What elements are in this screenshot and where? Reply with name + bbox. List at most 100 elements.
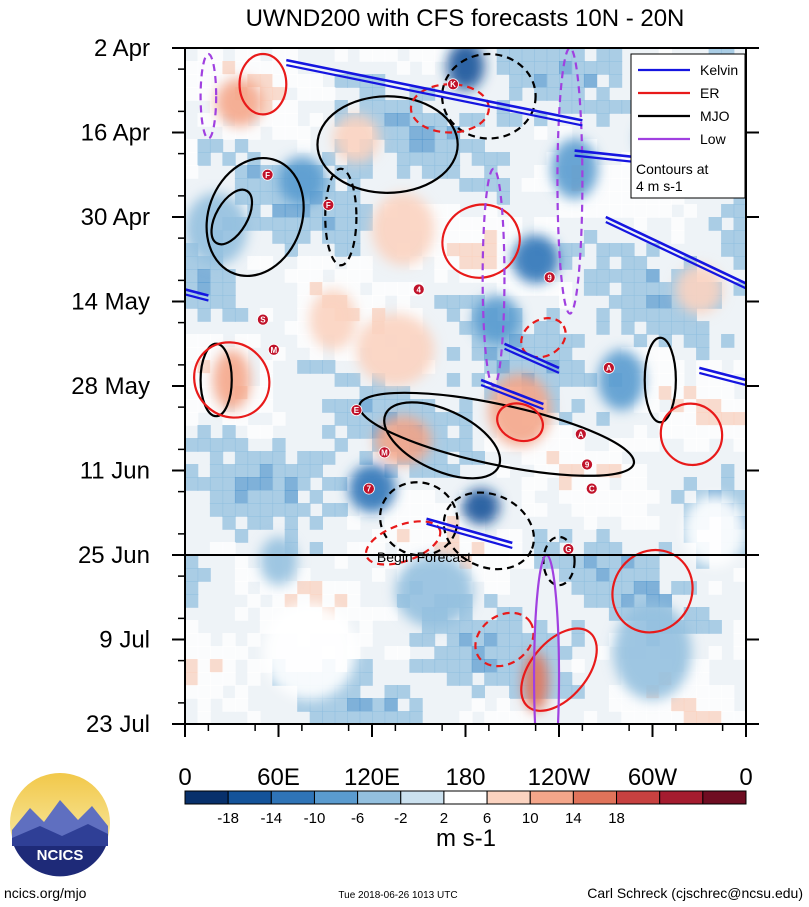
texture-cell [234,607,249,621]
texture-cell [284,581,298,595]
texture-cell [197,360,211,374]
texture-cell [384,711,398,724]
texture-cell [334,503,348,517]
texture-cell [633,282,648,296]
texture-cell [683,672,697,686]
er-contour [364,520,442,566]
texture-cell [571,659,585,673]
storm-marker [362,482,375,495]
texture-cell [671,308,685,322]
texture-cell [621,256,635,270]
texture-cell [596,555,610,569]
texture-cell [372,87,386,101]
texture-cell [459,633,473,647]
mjo-contour [643,336,677,424]
texture-cell [222,295,236,309]
footer-website[interactable]: ncics.org/mjo [4,885,87,901]
texture-cell [297,295,311,309]
texture-cell [546,685,560,699]
texture-cell [247,386,261,400]
texture-cell [334,711,348,724]
texture-cell [309,347,323,361]
texture-cell [571,633,585,647]
x-tick-label: 120E [344,764,400,791]
texture-cell [309,698,323,712]
texture-cell [459,399,473,413]
texture-cell [334,594,348,608]
texture-cell [721,464,735,478]
texture-cell [496,581,510,595]
texture-cell [272,48,286,62]
texture-cell [297,477,311,491]
texture-cell [259,191,274,205]
er-contour [496,402,544,443]
texture-cell [571,373,585,387]
texture-cell [646,295,660,309]
texture-cell [434,269,448,283]
texture-cell [396,61,411,75]
texture-cell [409,529,423,543]
texture-cell [409,542,423,556]
texture-cell [197,646,211,660]
texture-cell [234,126,249,140]
texture-cell [459,659,473,673]
texture-cell [322,451,336,465]
field-blob [473,295,521,344]
colorbar-swatch [313,790,359,805]
texture-cell [546,334,560,348]
texture-cell [496,711,510,724]
storm-label: M [381,448,388,457]
texture-cell [546,542,560,556]
texture-cell [509,282,523,296]
texture-cell [496,620,510,634]
texture-cell [234,490,249,504]
texture-cell [633,711,648,724]
texture-cell [496,113,510,127]
texture-cell [621,568,635,582]
texture-cell [409,503,423,517]
texture-cell [359,100,373,114]
texture-cell [708,711,722,724]
texture-cell [434,256,448,270]
texture-cell [247,256,261,270]
texture-cell [347,516,361,530]
low-contour [556,48,584,315]
texture-cell [646,321,660,335]
texture-cell [596,594,610,608]
texture-cell [359,399,373,413]
y-tick-label: 16 Apr [81,120,150,147]
texture-cell [608,61,623,75]
colorbar-swatch [400,790,445,805]
texture-cell [409,711,423,724]
kelvin-contour [605,221,746,290]
texture-cell [421,113,436,127]
footer-timestamp: Tue 2018-06-26 1013 UTC [338,890,457,901]
texture-cell [359,217,373,231]
texture-cell [309,74,323,88]
texture-cell [583,100,598,114]
texture-cell [272,204,286,218]
texture-cell [446,230,461,244]
texture-cell [671,373,685,387]
texture-cell [322,425,336,439]
texture-cell [459,321,473,335]
texture-cell [272,74,286,88]
texture-cell [621,321,635,335]
texture-cell [708,217,722,231]
er-contour [474,611,535,668]
texture-cell [696,620,710,634]
texture-cell [234,48,249,62]
texture-cell [596,243,610,257]
texture-cell [633,594,648,608]
texture-cell [334,269,348,283]
texture-cell [185,74,199,88]
texture-cell [359,48,373,62]
texture-cell [396,529,411,543]
texture-cell [683,204,697,218]
texture-cell [272,191,286,205]
texture-cell [708,620,722,634]
texture-cell [571,48,585,62]
texture-cell [434,295,448,309]
texture-cell [372,48,386,62]
texture-cell [234,685,249,699]
